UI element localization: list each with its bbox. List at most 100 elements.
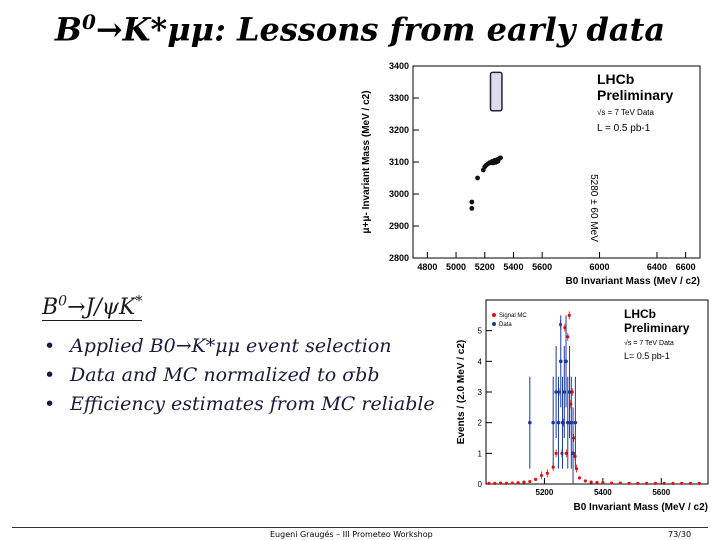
data-point — [558, 359, 563, 364]
mc-point — [528, 479, 532, 484]
slide-title: B0→K*μμ: Lessons from early data — [54, 10, 666, 49]
y-tick-label: 5 — [478, 327, 483, 336]
data-point — [551, 420, 555, 425]
mc-point — [516, 481, 520, 485]
y-tick-label: 3100 — [389, 157, 409, 167]
legend-label-mc: Signal MC — [499, 313, 527, 319]
mc-point — [539, 473, 544, 478]
x-tick-label: 6400 — [647, 262, 667, 272]
bullet-item: Data and MC normalized to σbb — [42, 363, 442, 388]
x-tick-label: 5600 — [532, 262, 552, 272]
data-point — [556, 420, 561, 425]
data-point — [560, 420, 565, 425]
data-point — [571, 451, 575, 456]
footer-divider — [12, 527, 708, 528]
data-point — [573, 420, 578, 425]
mc-point — [554, 451, 558, 455]
y-tick-label: 3 — [478, 388, 483, 397]
mc-point — [589, 480, 593, 484]
mc-point — [618, 481, 622, 485]
selection-window — [489, 71, 503, 112]
x-tick-label: 5200 — [536, 488, 554, 497]
legend-label-data: Data — [499, 322, 512, 328]
mc-point — [572, 436, 576, 440]
mc-point — [595, 480, 599, 485]
mc-point — [567, 313, 571, 317]
data-point — [569, 420, 574, 425]
mc-point — [653, 481, 658, 485]
mc-point — [662, 481, 666, 485]
mc-point — [510, 481, 514, 485]
mc-point — [627, 481, 631, 485]
mc-point — [610, 481, 614, 485]
data-point — [469, 206, 475, 211]
data-point — [562, 390, 567, 394]
legend-line: √s = 7 TeV Data — [624, 339, 674, 347]
x-axis-label: B0 Invariant Mass (MeV / c2) — [574, 502, 709, 513]
mc-point — [671, 481, 675, 485]
legend-line: L= 0.5 pb-1 — [624, 351, 670, 361]
legend-line: L = 0.5 pb-1 — [597, 123, 651, 134]
y-tick-label: 1 — [478, 449, 483, 458]
x-tick-label: 5200 — [475, 262, 495, 272]
mc-point — [493, 481, 497, 485]
mc-point — [545, 471, 549, 475]
mc-point — [487, 481, 491, 485]
mc-point — [504, 481, 509, 485]
mc-point — [564, 451, 568, 455]
data-point — [475, 175, 480, 181]
data-point — [554, 390, 558, 394]
mc-point — [499, 481, 503, 485]
y-tick-label: 2800 — [389, 253, 409, 263]
mc-point — [577, 476, 582, 480]
bullet-list: Applied B0→K*μμ event selection Data and… — [42, 334, 442, 421]
x-tick-label: 5000 — [446, 262, 466, 272]
legend-line: Preliminary — [624, 321, 690, 335]
legend-line: Preliminary — [597, 87, 673, 103]
footer-text: Eugeni Graugés – III Prometeo Workshop — [270, 530, 433, 539]
legend-marker-mc — [492, 313, 496, 317]
bullet-item: Efficiency estimates from MC reliable — [42, 392, 442, 417]
y-tick-label: 3400 — [389, 61, 409, 71]
mc-point — [697, 481, 701, 485]
y-axis-label: Events / (2.0 MeV / c2) — [456, 340, 467, 445]
mc-point — [645, 481, 649, 485]
page-number: 73/30 — [668, 530, 692, 539]
data-point — [469, 199, 475, 205]
legend-marker-data — [492, 322, 496, 326]
data-point — [567, 390, 572, 394]
x-axis-label: B0 Invariant Mass (MeV / c2) — [566, 276, 701, 287]
legend-line: LHCb — [624, 307, 656, 321]
x-tick-label: 6000 — [590, 262, 610, 272]
x-tick-label: 6600 — [676, 262, 696, 272]
bullet-item: Applied B0→K*μμ event selection — [42, 334, 442, 359]
data-point — [565, 420, 570, 425]
mc-point — [557, 390, 561, 394]
y-tick-label: 4 — [478, 357, 483, 366]
y-tick-label: 3200 — [389, 125, 409, 135]
legend-line: √s = 7 TeV Data — [597, 108, 654, 117]
data-point — [528, 420, 532, 425]
mc-point — [688, 481, 693, 485]
plot-frame — [412, 65, 701, 259]
legend-line: LHCb — [597, 71, 634, 87]
y-tick-label: 3000 — [389, 189, 409, 199]
y-tick-label: 0 — [478, 480, 483, 489]
mass-window-annotation: 5280 ± 60 MeV — [588, 174, 599, 242]
mc-point — [522, 480, 526, 484]
data-point — [498, 155, 503, 161]
y-axis-label: μ+μ- Invariant Mass (MeV / c2) — [361, 90, 372, 233]
y-tick-label: 3300 — [389, 93, 409, 103]
mc-point — [534, 477, 538, 481]
mass-scatter-chart: 2800 2900 3000 3100 3200 3300 3400 4800 5000 5200… — [361, 61, 701, 287]
y-tick-label: 2900 — [389, 221, 409, 231]
x-tick-label: 5400 — [503, 262, 523, 272]
mc-point — [601, 481, 605, 485]
mc-point — [583, 479, 587, 483]
events-histogram-chart: 0 1 2 3 4 5 5200 5400 5600 B0 Invariant Mass (MeV… — [456, 299, 709, 513]
mc-point — [566, 335, 570, 339]
mc-point — [636, 481, 640, 485]
data-point — [564, 359, 568, 364]
x-tick-label: 4800 — [417, 262, 437, 272]
mc-point — [560, 451, 564, 455]
